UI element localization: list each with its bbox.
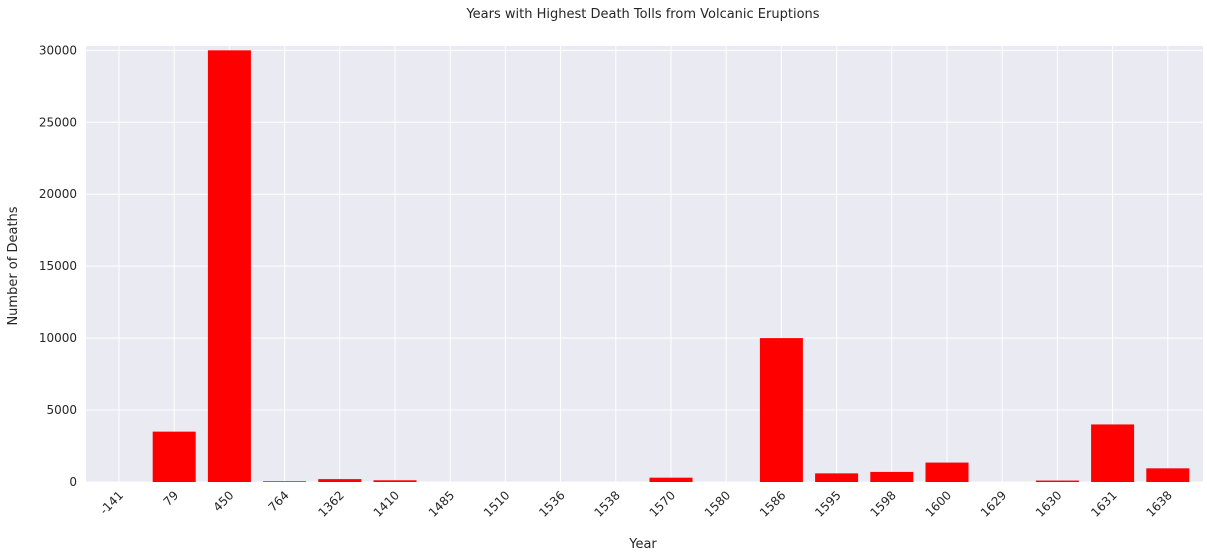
x-tick-label: 1638 xyxy=(1143,488,1174,519)
y-tick-label: 25000 xyxy=(39,115,77,129)
y-tick-label: 30000 xyxy=(39,43,77,57)
bar-1638 xyxy=(1146,468,1190,482)
bar-450 xyxy=(207,50,251,482)
bars xyxy=(152,50,1190,482)
bar-1586 xyxy=(759,338,803,482)
y-tick-label: 5000 xyxy=(46,403,77,417)
bar-1362 xyxy=(318,479,362,482)
bar-1630 xyxy=(1035,480,1079,482)
x-tick-label: 1362 xyxy=(315,488,346,519)
plot-area xyxy=(86,46,1203,482)
y-tick-label: 10000 xyxy=(39,331,77,345)
bar-1600 xyxy=(925,462,969,482)
x-tick-label: 1598 xyxy=(867,488,898,519)
x-tick-label: 1629 xyxy=(978,488,1009,519)
x-tick-label: 1536 xyxy=(536,488,567,519)
x-tick-label: 764 xyxy=(266,488,292,514)
x-tick-label: 1570 xyxy=(647,488,678,519)
bar-79 xyxy=(152,431,196,482)
x-tick-label: -141 xyxy=(97,488,126,517)
chart-title: Years with Highest Death Tolls from Volc… xyxy=(465,7,819,22)
x-tick-label: 1595 xyxy=(812,488,843,519)
x-tick-label: 1510 xyxy=(481,488,512,519)
x-tick-label: 1586 xyxy=(757,488,788,519)
y-tick-label: 0 xyxy=(69,475,77,489)
x-tick-label: 79 xyxy=(161,488,182,509)
x-tick-label: 1538 xyxy=(591,488,622,519)
bar-764 xyxy=(263,481,307,482)
x-tick-label: 450 xyxy=(210,488,236,514)
x-tick-label: 1600 xyxy=(923,488,954,519)
x-axis-title: Year xyxy=(628,537,657,552)
x-tick-label: 1580 xyxy=(702,488,733,519)
x-tick-label: 1410 xyxy=(371,488,402,519)
x-tick-label: 1485 xyxy=(426,488,457,519)
y-tick-label: 20000 xyxy=(39,187,77,201)
x-tick-labels: -141 79 450 764 1362 1410 1485 1510 1536 1538 1570… xyxy=(97,488,1175,519)
y-axis-title: Number of Deaths xyxy=(6,206,21,325)
x-tick-label: 1631 xyxy=(1088,488,1119,519)
y-tick-labels: 0 5000 10000 15000 20000 25000 30000 xyxy=(39,43,77,489)
y-tick-label: 15000 xyxy=(39,259,77,273)
bar-1595 xyxy=(815,473,859,482)
grid-lines xyxy=(86,46,1203,483)
bar-1410 xyxy=(373,480,417,482)
bar-1598 xyxy=(870,471,914,482)
x-tick-label: 1630 xyxy=(1033,488,1064,519)
bar-1570 xyxy=(649,477,693,482)
bar-1631 xyxy=(1091,424,1135,482)
